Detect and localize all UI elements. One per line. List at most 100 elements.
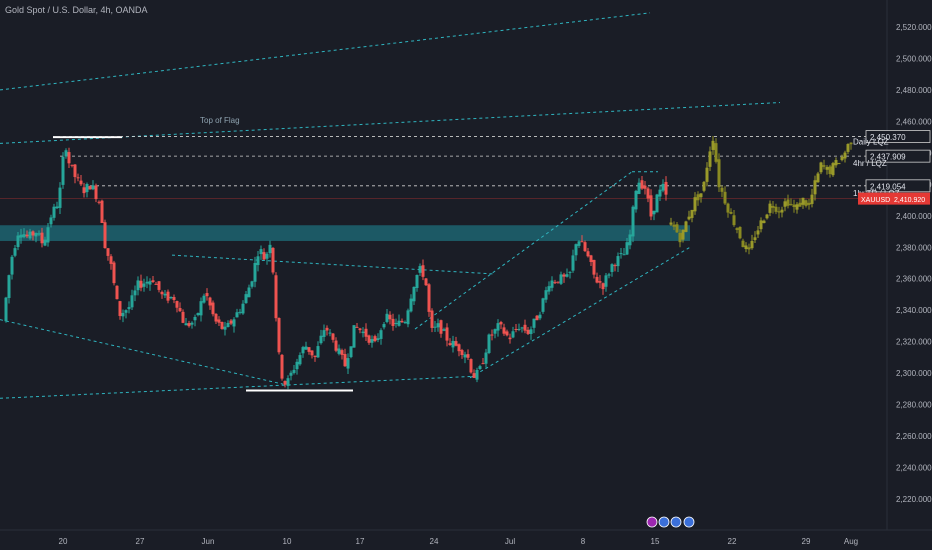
- candle: [217, 319, 221, 323]
- candle: [112, 262, 116, 284]
- y-tick-label: 2,220.000: [896, 495, 932, 504]
- candle: [511, 331, 515, 338]
- candle: [493, 329, 497, 334]
- projection-candle: [687, 216, 691, 220]
- projection-candle: [750, 241, 754, 249]
- candle: [208, 297, 212, 306]
- projection-candle: [819, 162, 823, 173]
- event-icon: [658, 516, 670, 528]
- candle: [319, 335, 323, 344]
- candle: [127, 307, 131, 310]
- x-tick-label: Jun: [202, 537, 215, 546]
- candle: [412, 286, 416, 302]
- candle: [163, 293, 167, 296]
- candle: [28, 231, 32, 239]
- candle: [115, 285, 119, 300]
- candle: [304, 346, 308, 350]
- projection-candle: [744, 245, 748, 250]
- candle: [520, 327, 524, 329]
- candle: [586, 251, 590, 257]
- projection-candle: [693, 197, 697, 212]
- candle: [91, 185, 95, 190]
- projection-candle: [729, 211, 733, 214]
- candle: [79, 180, 83, 185]
- candle: [646, 188, 650, 199]
- candle: [211, 302, 215, 315]
- candle: [640, 180, 644, 189]
- candle: [13, 248, 17, 256]
- projection-candle: [753, 237, 757, 241]
- projection-candle: [822, 165, 826, 167]
- projection-candle: [816, 173, 820, 183]
- candle: [238, 311, 242, 313]
- projection-candle: [732, 215, 736, 226]
- flag-bottom-line: [0, 319, 284, 385]
- x-tick-label: Jul: [505, 537, 515, 546]
- candle: [205, 293, 209, 297]
- candle: [136, 280, 140, 291]
- projection-candle: [711, 140, 715, 150]
- candle: [118, 301, 122, 316]
- candle: [619, 253, 623, 255]
- candle: [379, 330, 383, 339]
- rising-channel-upper: [414, 171, 633, 330]
- candle: [259, 249, 263, 255]
- candle: [40, 232, 44, 244]
- candle: [271, 247, 275, 273]
- support-zone: [0, 225, 690, 241]
- candle: [331, 333, 335, 340]
- projection-candle: [735, 228, 739, 230]
- candle: [229, 320, 233, 324]
- event-icon: [646, 516, 658, 528]
- projection-candle: [762, 220, 766, 224]
- candle: [400, 320, 404, 323]
- projection-candle: [783, 201, 787, 207]
- candle: [169, 296, 173, 299]
- candle: [103, 222, 107, 249]
- candle: [16, 235, 20, 248]
- projection-candle: [849, 142, 853, 145]
- candle: [568, 271, 572, 273]
- current-price-symbol: XAUUSD: [861, 197, 890, 204]
- candle: [157, 281, 161, 290]
- candle: [49, 217, 53, 225]
- candle: [151, 280, 155, 282]
- y-tick-label: 2,240.000: [896, 464, 932, 473]
- candle: [364, 328, 368, 337]
- candle: [550, 280, 554, 288]
- candle: [388, 314, 392, 320]
- y-tick-label: 2,340.000: [896, 306, 932, 315]
- projection-candle: [795, 204, 799, 210]
- candle: [340, 350, 344, 355]
- candle: [73, 164, 77, 178]
- candle: [382, 324, 386, 328]
- x-tick-label: 27: [136, 537, 145, 546]
- candle: [247, 287, 251, 298]
- projection-candle: [777, 211, 781, 213]
- candle: [244, 294, 248, 304]
- candle: [661, 183, 665, 191]
- event-icon: [683, 516, 695, 528]
- projection-candle: [681, 229, 685, 240]
- candle: [487, 334, 491, 353]
- candle: [19, 234, 23, 238]
- candle: [181, 311, 185, 323]
- candle: [190, 322, 194, 325]
- candle: [475, 369, 479, 380]
- price-axis-panel: [887, 0, 932, 550]
- candle: [490, 334, 494, 336]
- candle: [337, 348, 341, 354]
- candle: [448, 343, 452, 346]
- projection-candle: [714, 143, 718, 162]
- candle: [196, 313, 200, 316]
- level-price-label: 2,437.909: [870, 153, 906, 162]
- candle: [538, 314, 542, 319]
- candle: [355, 326, 359, 328]
- candle: [598, 281, 602, 283]
- candle: [361, 331, 365, 334]
- candle: [250, 281, 254, 287]
- candle: [439, 320, 443, 334]
- candle: [583, 242, 587, 252]
- candle: [424, 278, 428, 286]
